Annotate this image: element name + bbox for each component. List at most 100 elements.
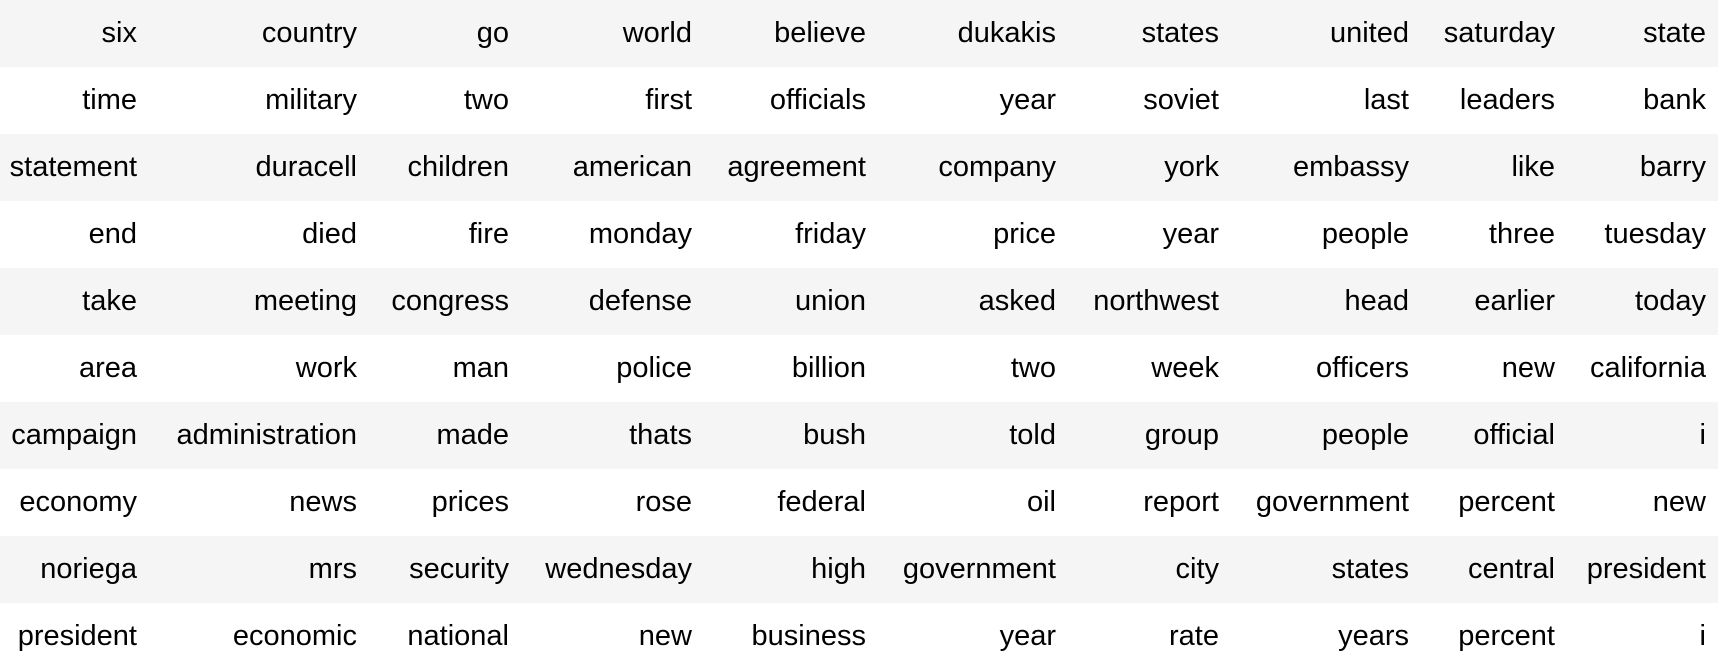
- table-cell: economy: [0, 469, 149, 536]
- table-cell: head: [1231, 268, 1421, 335]
- table-cell: state: [1567, 0, 1718, 67]
- table-cell: federal: [704, 469, 878, 536]
- table-row: president economic national new business…: [0, 603, 1718, 670]
- table-cell: percent: [1421, 603, 1567, 670]
- table-cell: oil: [878, 469, 1068, 536]
- table-cell: rate: [1068, 603, 1231, 670]
- table-cell: states: [1231, 536, 1421, 603]
- table-cell: bank: [1567, 67, 1718, 134]
- table-cell: duracell: [149, 134, 369, 201]
- table-cell: noriega: [0, 536, 149, 603]
- table-cell: year: [1068, 201, 1231, 268]
- table-cell: states: [1068, 0, 1231, 67]
- table-cell: defense: [521, 268, 704, 335]
- table-cell: wednesday: [521, 536, 704, 603]
- table-cell: high: [704, 536, 878, 603]
- table-cell: business: [704, 603, 878, 670]
- table-cell: told: [878, 402, 1068, 469]
- table-cell: barry: [1567, 134, 1718, 201]
- table-cell: news: [149, 469, 369, 536]
- table-cell: president: [1567, 536, 1718, 603]
- table-cell: new: [1567, 469, 1718, 536]
- table-cell: city: [1068, 536, 1231, 603]
- table-cell: union: [704, 268, 878, 335]
- table-cell: officers: [1231, 335, 1421, 402]
- table-cell: first: [521, 67, 704, 134]
- table-cell: soviet: [1068, 67, 1231, 134]
- table-cell: monday: [521, 201, 704, 268]
- table-cell: california: [1567, 335, 1718, 402]
- table-cell: price: [878, 201, 1068, 268]
- table-cell: thats: [521, 402, 704, 469]
- table-cell: children: [369, 134, 521, 201]
- table-cell: believe: [704, 0, 878, 67]
- table-cell: saturday: [1421, 0, 1567, 67]
- table-cell: company: [878, 134, 1068, 201]
- table-cell: statement: [0, 134, 149, 201]
- table-cell: official: [1421, 402, 1567, 469]
- table-cell: year: [878, 603, 1068, 670]
- table-cell: go: [369, 0, 521, 67]
- table-cell: i: [1567, 402, 1718, 469]
- table-cell: like: [1421, 134, 1567, 201]
- table-cell: prices: [369, 469, 521, 536]
- table-cell: people: [1231, 402, 1421, 469]
- table-cell: end: [0, 201, 149, 268]
- table-cell: dukakis: [878, 0, 1068, 67]
- table-cell: agreement: [704, 134, 878, 201]
- table-cell: years: [1231, 603, 1421, 670]
- table-cell: friday: [704, 201, 878, 268]
- table-cell: national: [369, 603, 521, 670]
- table-row: end died fire monday friday price year p…: [0, 201, 1718, 268]
- table-cell: tuesday: [1567, 201, 1718, 268]
- table-cell: economic: [149, 603, 369, 670]
- table-cell: president: [0, 603, 149, 670]
- table-cell: congress: [369, 268, 521, 335]
- table-cell: two: [878, 335, 1068, 402]
- table-cell: work: [149, 335, 369, 402]
- table-cell: today: [1567, 268, 1718, 335]
- table-cell: people: [1231, 201, 1421, 268]
- table-row: time military two first officials year s…: [0, 67, 1718, 134]
- table-cell: police: [521, 335, 704, 402]
- table-cell: military: [149, 67, 369, 134]
- table-cell: rose: [521, 469, 704, 536]
- table-cell: campaign: [0, 402, 149, 469]
- table-cell: world: [521, 0, 704, 67]
- table-cell: year: [878, 67, 1068, 134]
- table-cell: week: [1068, 335, 1231, 402]
- table-cell: new: [521, 603, 704, 670]
- table-cell: area: [0, 335, 149, 402]
- table-cell: administration: [149, 402, 369, 469]
- table-cell: bush: [704, 402, 878, 469]
- table-cell: new: [1421, 335, 1567, 402]
- table-row: area work man police billion two week of…: [0, 335, 1718, 402]
- table-row: six country go world believe dukakis sta…: [0, 0, 1718, 67]
- table-cell: embassy: [1231, 134, 1421, 201]
- table-cell: take: [0, 268, 149, 335]
- table-cell: six: [0, 0, 149, 67]
- table-cell: made: [369, 402, 521, 469]
- table-row: statement duracell children american agr…: [0, 134, 1718, 201]
- table-cell: group: [1068, 402, 1231, 469]
- table-cell: died: [149, 201, 369, 268]
- table-cell: report: [1068, 469, 1231, 536]
- table-cell: two: [369, 67, 521, 134]
- table-row: campaign administration made thats bush …: [0, 402, 1718, 469]
- table-cell: meeting: [149, 268, 369, 335]
- table-cell: percent: [1421, 469, 1567, 536]
- table-cell: government: [1231, 469, 1421, 536]
- table-cell: asked: [878, 268, 1068, 335]
- table-cell: government: [878, 536, 1068, 603]
- table-cell: i: [1567, 603, 1718, 670]
- table-cell: officials: [704, 67, 878, 134]
- table-row: economy news prices rose federal oil rep…: [0, 469, 1718, 536]
- table-cell: time: [0, 67, 149, 134]
- table-cell: central: [1421, 536, 1567, 603]
- table-cell: security: [369, 536, 521, 603]
- table-cell: leaders: [1421, 67, 1567, 134]
- table-cell: last: [1231, 67, 1421, 134]
- table-cell: american: [521, 134, 704, 201]
